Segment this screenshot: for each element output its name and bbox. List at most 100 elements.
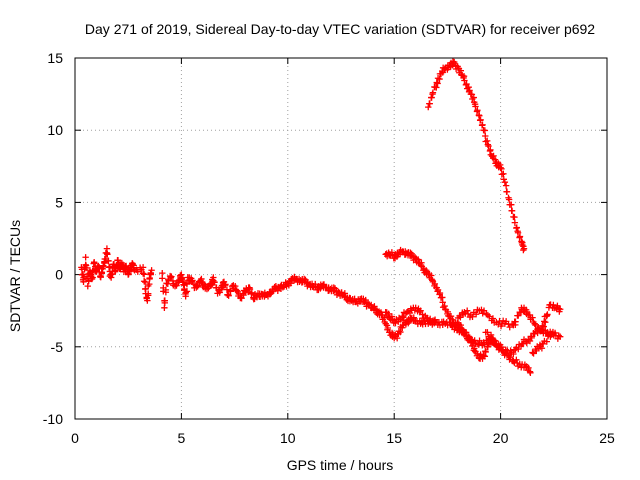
data-point-fill (469, 313, 476, 320)
data-point-fill (525, 364, 532, 372)
data-point-fill (146, 274, 153, 282)
data-point (425, 103, 432, 111)
data-point-fill (431, 280, 439, 288)
data-point-fill (211, 278, 218, 286)
data-point-fill (535, 323, 542, 331)
x-tick-label: 25 (599, 430, 615, 446)
data-point-fill (436, 289, 444, 297)
data-point-fill (481, 127, 489, 134)
data-point-fill (500, 170, 507, 178)
data-point-fill (168, 273, 175, 280)
data-point-fill (429, 89, 437, 96)
data-point-fill (527, 314, 534, 321)
data-point-fill (477, 116, 484, 124)
data-point-fill (482, 348, 489, 356)
data-point-fill (384, 324, 392, 332)
data-point (501, 178, 509, 186)
data-point (531, 320, 538, 327)
data-point-fill (90, 258, 98, 266)
data-point (139, 264, 147, 271)
data-point-fill (139, 270, 147, 277)
data-point-fill (472, 310, 480, 318)
data-point-fill (330, 284, 337, 291)
data-point (84, 282, 91, 290)
data-point-fill (162, 286, 170, 294)
chart-title: Day 271 of 2019, Sidereal Day-to-day VTE… (85, 21, 595, 37)
data-point-fill (399, 312, 406, 320)
data-point-fill (500, 176, 507, 183)
data-point (510, 358, 517, 365)
data-point-fill (486, 313, 493, 320)
data-point (520, 245, 528, 252)
y-tick-label: 5 (55, 194, 63, 210)
data-point-fill (510, 350, 517, 358)
data-point-fill (183, 288, 191, 295)
data-point-fill (498, 165, 505, 173)
data-point-fill (417, 307, 424, 314)
data-point-fill (480, 307, 488, 314)
data-point-fill (428, 94, 435, 101)
data-point-fill (516, 233, 524, 240)
data-point-fill (80, 274, 87, 281)
data-point-fill (447, 312, 455, 320)
data-point-fill (463, 307, 471, 314)
data-point-fill (216, 289, 223, 296)
data-point-fill (104, 251, 111, 258)
data-point-fill (474, 107, 481, 114)
data-point-fill (461, 77, 468, 84)
data-point-fill (466, 87, 473, 94)
data-point-fill (426, 100, 433, 107)
data-point-fill (472, 103, 479, 110)
data-point-fill (97, 273, 104, 281)
data-point-fill (189, 277, 196, 284)
data-point-fill (507, 353, 514, 361)
data-point (527, 369, 534, 376)
grid-lines (75, 58, 607, 419)
data-point-fill (82, 264, 90, 272)
data-point-fill (140, 278, 148, 285)
data-point-fill (503, 188, 511, 195)
data-point-fill (508, 201, 515, 208)
data-point-fill (485, 142, 492, 150)
data-point-fill (178, 274, 186, 281)
data-point-fill (129, 260, 136, 268)
data-point-fill (508, 207, 516, 214)
x-tick-label: 0 (71, 430, 79, 446)
data-point (548, 330, 555, 338)
y-tick-label: -10 (43, 411, 63, 427)
y-tick-label: 15 (47, 50, 63, 66)
data-point-fill (482, 132, 489, 140)
data-point-fill (182, 289, 190, 296)
data-point-fill (161, 297, 169, 304)
data-point-fill (513, 224, 520, 231)
y-axis-label: SDTVAR / TECUs (7, 220, 23, 332)
data-point-fill (399, 314, 407, 321)
data-point (480, 352, 487, 359)
data-point-fill (105, 257, 112, 265)
data-point (233, 287, 240, 294)
data-point-fill (514, 229, 522, 236)
data-point (433, 79, 440, 86)
data-point (497, 164, 504, 171)
data-point-fill (198, 278, 205, 286)
data-point (529, 349, 536, 356)
axis-ticks: 0 5 10 15 20 25 -10 -5 0 5 10 15 (43, 50, 615, 446)
data-point-fill (246, 285, 254, 293)
data-point-fill (543, 338, 550, 345)
data-point (491, 337, 498, 345)
data-point-fill (194, 283, 201, 290)
data-point-fill (515, 312, 522, 319)
data-point (542, 319, 549, 326)
data-point-fill (100, 263, 107, 271)
data-point-fill (551, 329, 559, 337)
y-tick-label: 0 (55, 267, 63, 283)
data-point-fill (519, 239, 526, 246)
data-point-fill (147, 271, 154, 278)
data-point-fill (512, 321, 519, 329)
data-point (403, 308, 411, 316)
data-point (556, 333, 564, 340)
data-point-fill (474, 350, 481, 357)
data-point-fill (134, 268, 141, 275)
data-point-fill (89, 274, 96, 281)
